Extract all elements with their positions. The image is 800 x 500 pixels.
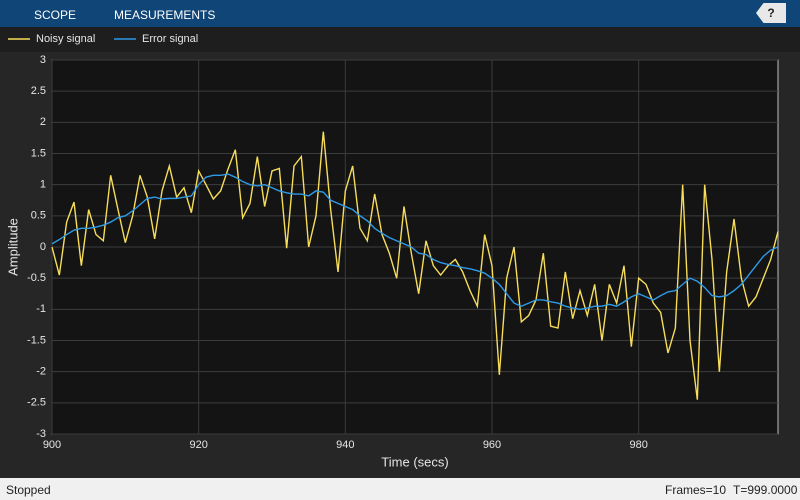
sim-time: T=999.0000 — [733, 483, 798, 497]
frame-count: Frames=10 — [665, 483, 727, 497]
legend-entry: Noisy signal — [36, 33, 95, 45]
y-tick-label: 0 — [40, 241, 46, 253]
y-tick-label: -2.5 — [27, 397, 46, 409]
y-tick-label: 2.5 — [31, 85, 46, 97]
legend-entry: Error signal — [142, 33, 198, 45]
x-tick-label: 940 — [336, 439, 354, 451]
chart: -3 -2.5 -2 -1.5 -1 -0.5 0 0.5 1 1.5 2 2.5 3 900 920 940… — [0, 27, 800, 469]
toolbar: SCOPE MEASUREMENTS ? — [0, 0, 800, 27]
y-tick-label: 0.5 — [31, 210, 46, 222]
y-tick-label: -1 — [36, 303, 46, 315]
y-tick-label: -0.5 — [27, 272, 46, 284]
x-tick-label: 980 — [629, 439, 647, 451]
status-bar: Stopped Frames=10 T=999.0000 — [0, 478, 800, 500]
series-line — [51, 131, 779, 400]
x-tick-label: 960 — [483, 439, 501, 451]
y-tick-label: -1.5 — [27, 334, 46, 346]
y-tick-label: 1 — [40, 179, 46, 191]
x-tick-label: 900 — [43, 439, 61, 451]
y-tick-label: 2 — [40, 116, 46, 128]
y-tick-label: 1.5 — [31, 147, 46, 159]
help-button[interactable]: ? — [756, 3, 786, 23]
x-tick-label: 920 — [189, 439, 207, 451]
y-tick-label: 3 — [40, 54, 46, 66]
scope-tab[interactable]: SCOPE — [34, 8, 77, 22]
series-line — [51, 173, 779, 311]
x-axis-label: Time (secs) — [381, 454, 448, 469]
measurements-tab[interactable]: MEASUREMENTS — [114, 8, 216, 22]
run-state: Stopped — [6, 483, 51, 497]
y-tick-label: -2 — [36, 366, 46, 378]
y-axis-label: Amplitude — [5, 218, 20, 276]
y-tick-label: -3 — [36, 428, 46, 440]
